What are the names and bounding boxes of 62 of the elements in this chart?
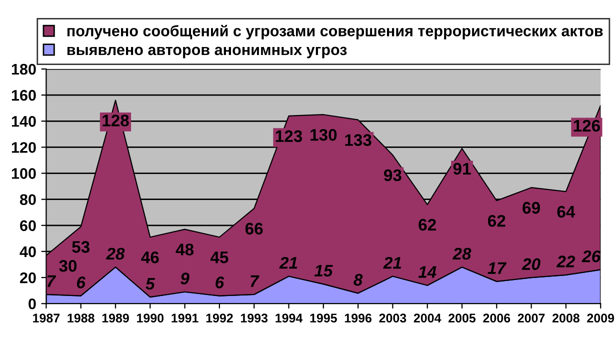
- data-label: 28: [106, 248, 125, 260]
- data-label: 9: [180, 272, 190, 284]
- y-tick-label: 160: [12, 90, 36, 101]
- x-tick-label: 2003: [379, 314, 406, 323]
- data-label: 7: [47, 275, 56, 287]
- data-label: 126: [574, 120, 600, 132]
- data-label: 62: [418, 218, 436, 231]
- data-label: 46: [141, 251, 159, 264]
- data-label: 14: [418, 266, 436, 278]
- x-tick-label: 2009: [587, 314, 614, 323]
- x-tick-label: 1989: [102, 314, 129, 323]
- x-tick-label: 1993: [240, 314, 268, 323]
- x-tick-label: 1987: [33, 314, 60, 323]
- y-tick-label: 80: [20, 194, 36, 206]
- data-label: 128: [102, 114, 129, 126]
- x-tick-label: 1995: [310, 314, 337, 323]
- data-label: 53: [72, 241, 90, 253]
- data-label: 64: [557, 206, 576, 218]
- x-tick-label: 2008: [552, 314, 580, 323]
- data-label: 62: [488, 214, 506, 227]
- data-label: 15: [314, 264, 333, 277]
- legend-label: выявлено авторов анонимных угроз: [67, 46, 347, 58]
- data-label: 21: [279, 256, 298, 269]
- data-label: 6: [216, 276, 224, 288]
- data-label: 5: [146, 278, 155, 290]
- data-label: 48: [176, 244, 194, 256]
- x-tick-label: 1990: [137, 314, 164, 323]
- y-tick-label: 140: [12, 116, 36, 127]
- y-tick-label: 20: [20, 272, 36, 284]
- x-tick-label: 2005: [448, 314, 476, 323]
- data-label: 123: [276, 130, 302, 142]
- y-tick-label: 0: [28, 298, 36, 310]
- data-label: 7: [250, 275, 260, 287]
- y-tick-label: 60: [20, 220, 36, 232]
- y-tick-label: 40: [20, 246, 36, 258]
- data-label: 22: [556, 256, 576, 268]
- x-tick-label: 1988: [68, 314, 94, 323]
- data-label: 130: [310, 128, 337, 141]
- legend-label: получено сообщений с угрозами совершения террористических актов: [67, 24, 603, 40]
- data-label: 20: [522, 258, 540, 270]
- data-label: 69: [522, 202, 540, 214]
- data-label: 30: [59, 260, 77, 272]
- data-label: 28: [452, 248, 472, 260]
- x-tick-label: 1992: [206, 314, 233, 323]
- data-label: 8: [354, 274, 363, 286]
- x-tick-label: 1991: [172, 314, 198, 323]
- data-label: 66: [245, 222, 263, 235]
- y-tick-label: 120: [12, 142, 36, 153]
- data-label: 6: [76, 276, 86, 288]
- data-label: 21: [383, 256, 402, 269]
- x-tick-label: 2004: [414, 314, 442, 323]
- data-label: 133: [345, 134, 372, 146]
- x-tick-label: 1996: [344, 314, 372, 323]
- data-label: 91: [453, 162, 471, 175]
- data-label: 45: [210, 252, 228, 264]
- y-tick-label: 100: [12, 168, 36, 179]
- x-tick-label: 1994: [276, 314, 303, 323]
- data-label: 93: [384, 169, 402, 182]
- x-tick-label: 2007: [518, 314, 545, 323]
- x-tick-label: 2006: [483, 314, 510, 323]
- y-tick-label: 180: [12, 64, 36, 75]
- data-label: 17: [488, 262, 507, 274]
